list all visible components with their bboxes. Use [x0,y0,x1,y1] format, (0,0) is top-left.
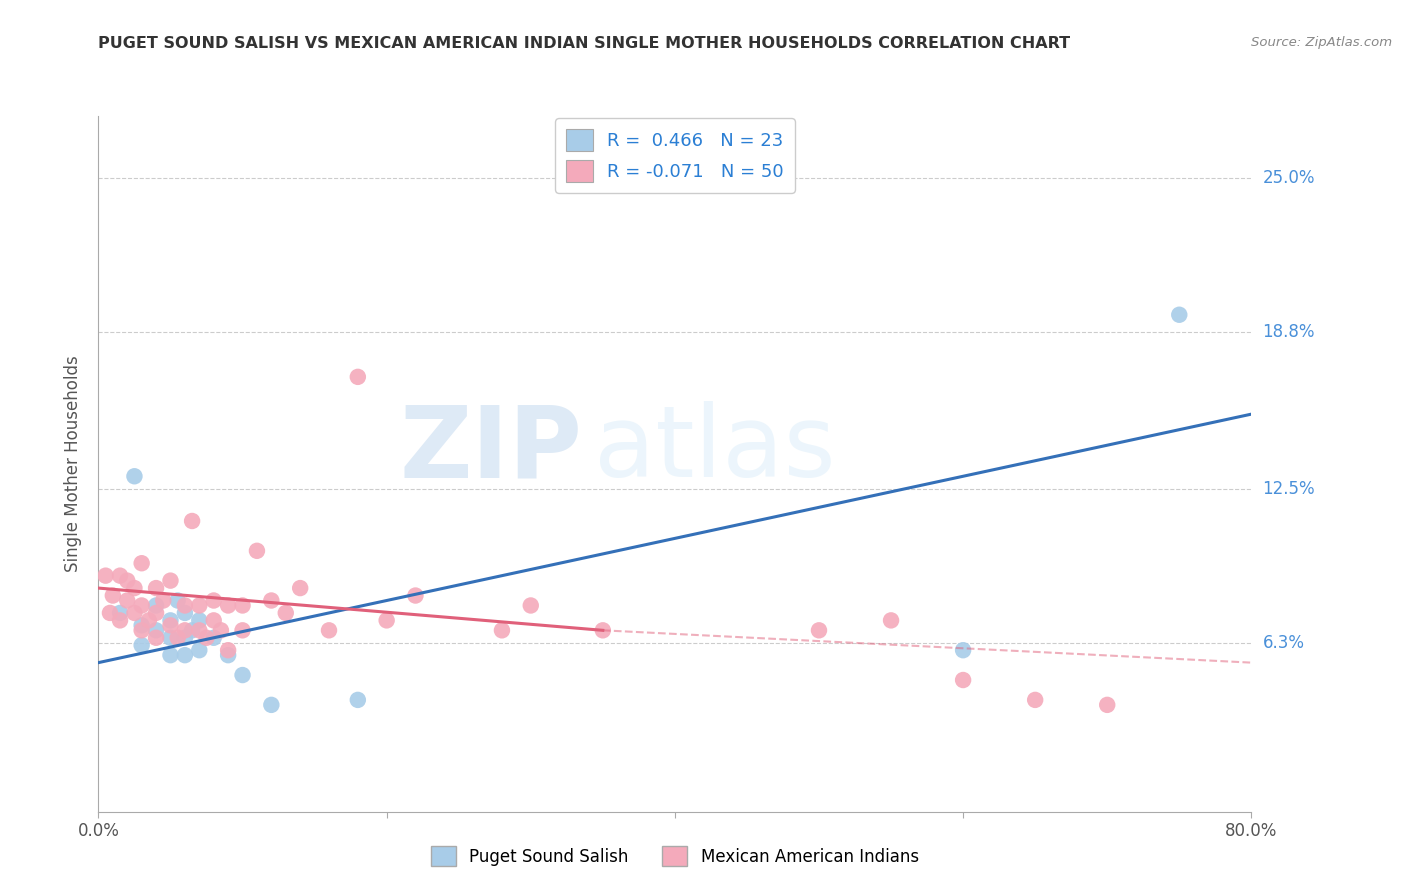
Point [124,606,146,620]
Text: ZIP: ZIP [399,401,582,499]
Text: 6.3%: 6.3% [1263,633,1305,652]
Point [131,618,153,632]
Point [108,568,131,582]
Point [952,643,974,657]
Point [131,599,153,613]
Point [166,631,188,645]
Point [117,593,138,607]
Point [246,543,269,558]
Point [138,614,160,628]
Point [1168,308,1191,322]
Text: PUGET SOUND SALISH VS MEXICAN AMERICAN INDIAN SINGLE MOTHER HOUSEHOLDS CORRELATI: PUGET SOUND SALISH VS MEXICAN AMERICAN I… [98,36,1070,51]
Point [195,631,218,645]
Point [202,593,225,607]
Point [231,599,254,613]
Y-axis label: Single Mother Households: Single Mother Households [65,356,83,572]
Point [188,599,211,613]
Point [108,614,131,628]
Point [880,614,903,628]
Text: 18.8%: 18.8% [1263,323,1315,341]
Point [346,693,368,707]
Point [117,574,138,588]
Point [217,643,239,657]
Point [217,599,239,613]
Point [159,648,181,662]
Point [318,624,340,638]
Point [202,614,225,628]
Point [260,698,283,712]
Point [145,606,167,620]
Point [1097,698,1119,712]
Point [181,514,204,528]
Point [131,556,153,570]
Point [1024,693,1046,707]
Point [166,593,188,607]
Legend: Puget Sound Salish, Mexican American Indians: Puget Sound Salish, Mexican American Ind… [425,839,925,873]
Point [274,606,297,620]
Point [952,673,974,687]
Point [159,614,181,628]
Text: atlas: atlas [595,401,835,499]
Point [231,624,254,638]
Point [159,574,181,588]
Point [188,624,211,638]
Text: Source: ZipAtlas.com: Source: ZipAtlas.com [1251,36,1392,49]
Point [101,589,124,603]
Point [159,631,181,645]
Point [174,648,197,662]
Point [159,618,181,632]
Point [181,624,204,638]
Point [520,599,543,613]
Point [290,581,312,595]
Point [174,599,197,613]
Point [131,638,153,652]
Point [174,606,197,620]
Point [592,624,614,638]
Point [145,631,167,645]
Point [231,668,254,682]
Point [98,606,121,620]
Point [375,614,398,628]
Point [217,648,239,662]
Point [152,593,174,607]
Point [108,606,131,620]
Point [174,631,197,645]
Point [202,631,225,645]
Point [174,624,197,638]
Point [664,176,686,190]
Point [405,589,427,603]
Point [346,369,368,384]
Point [131,624,153,638]
Point [260,593,283,607]
Point [145,581,167,595]
Point [124,469,146,483]
Point [491,624,513,638]
Point [145,599,167,613]
Text: 25.0%: 25.0% [1263,169,1315,187]
Point [94,568,117,582]
Point [188,643,211,657]
Point [188,614,211,628]
Point [807,624,830,638]
Point [124,581,146,595]
Text: 12.5%: 12.5% [1263,480,1315,498]
Point [209,624,232,638]
Point [145,624,167,638]
